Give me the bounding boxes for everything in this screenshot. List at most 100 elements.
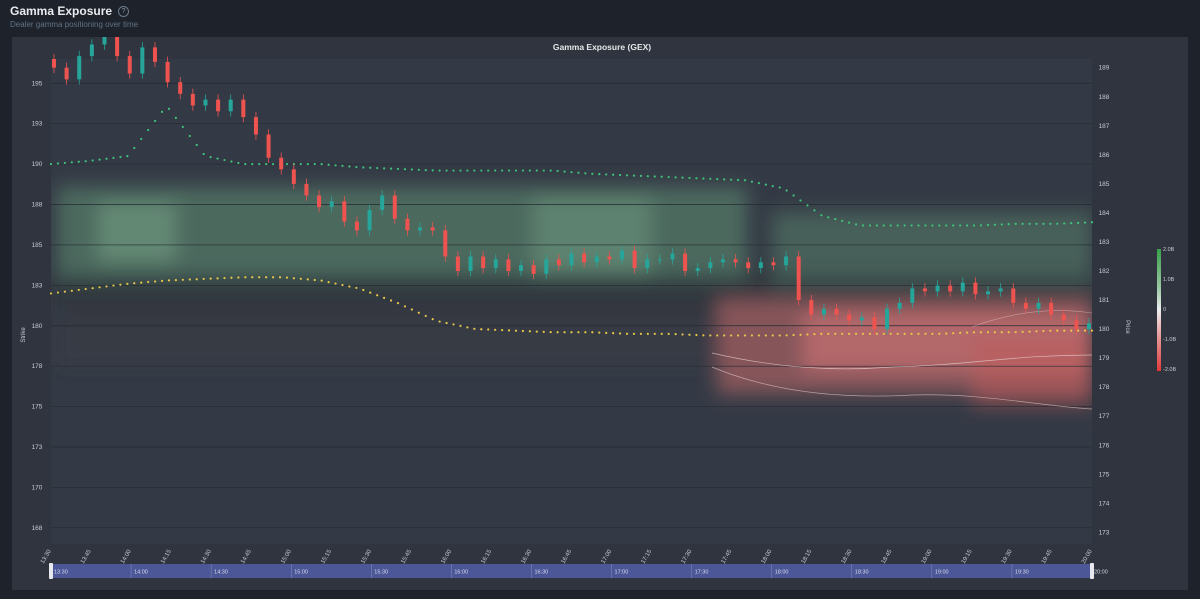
strike-tick-label: 173 [32,444,43,451]
candle-body [279,157,284,170]
question-circle-icon[interactable]: ? [118,5,130,17]
wall-dot [952,332,955,335]
time-tick-label: 19:15 [961,548,974,565]
price-tick-label: 176 [1099,442,1110,449]
wall-dot [674,333,677,336]
candle-body [784,256,789,266]
wall-lines [49,107,1094,337]
wall-dot [473,169,476,172]
candle-body [544,259,549,274]
time-tick-label: 18:15 [801,548,814,565]
wall-dot [764,183,767,186]
wall-dot [501,169,504,172]
wall-dot [1000,223,1003,226]
wall-dot [612,332,615,335]
candle-body [733,259,738,263]
wall-dot [424,314,427,318]
wall-dot [362,288,365,292]
colorbar-legend: 2.0B 1.0B 0 -1.0B -2.0B [1157,247,1176,373]
candlestick-series [52,30,1091,335]
wall-dot [938,224,941,227]
timeline-label: 18:30 [855,570,869,576]
candle-body [885,308,890,330]
strike-tick-label: 170 [32,484,43,491]
chart-title: Gamma Exposure (GEX) [553,42,651,52]
timeline-right-handle[interactable] [1090,563,1094,579]
wall-dot [334,282,337,285]
wall-dot [591,172,594,175]
wall-dot [424,168,427,172]
wall-dot [730,178,733,181]
price-tick-label: 187 [1099,123,1110,130]
wall-dot [514,329,518,332]
timeline-left-handle[interactable] [49,563,53,579]
wall-dot [56,291,60,294]
wall-dot [431,318,434,321]
strike-tick-label: 178 [32,363,43,370]
wall-dot [868,332,872,335]
wall-dot [903,332,906,335]
wall-dot [556,169,559,173]
wall-dot [688,333,691,336]
gex-chart[interactable]: Gamma Exposure (GEX) 1951931901881851831… [12,30,1188,590]
candle-body [77,56,82,80]
wall-dot [431,169,434,172]
wall-dot [632,174,636,177]
candle-body [998,288,1003,292]
wall-dot [820,332,823,335]
wall-dot [896,224,899,227]
wall-dot [362,166,365,169]
wall-dot [174,278,178,282]
candle-body [304,183,309,196]
timeline-label: 16:00 [454,570,468,576]
wall-dot [223,158,226,162]
wall-dot [695,333,698,337]
candle-body [960,282,965,292]
wall-dot [487,328,490,331]
timeline-label: 17:30 [695,570,709,576]
candle-body [468,256,473,272]
time-tick-label: 16:30 [520,548,533,565]
band-line-lower [711,366,1092,410]
wall-dot [993,331,996,334]
colorbar-label: 2.0B [1163,247,1175,253]
wall-dot [327,163,330,166]
candle-body [291,169,296,184]
wall-dot [112,156,115,159]
candle-body [632,250,637,269]
candle-body [973,282,978,295]
wall-dot [792,333,795,337]
candle-body [1036,302,1041,309]
wall-dot [1063,329,1066,332]
wall-dot [917,332,920,335]
wall-dot [438,169,441,172]
price-tick-label: 181 [1099,297,1110,304]
wall-dot [1077,329,1080,332]
wall-dot [570,171,573,174]
candle-body [64,67,69,80]
candle-body [859,317,864,321]
wall-dot [417,311,420,314]
wall-dot [979,331,983,334]
candle-body [203,99,208,106]
wall-dot [792,194,795,197]
timeline-label: 19:30 [1015,570,1029,576]
wall-dot [369,166,372,169]
wall-dot [1028,330,1031,333]
candle-body [1087,323,1091,330]
wall-dot [535,330,538,333]
candle-body [52,59,56,68]
wall-dot [972,331,976,334]
candle-body [216,99,221,112]
timeline-selection[interactable] [51,564,1092,578]
wall-dot [889,332,892,335]
candle-body [897,302,902,309]
candle-body [821,308,826,315]
wall-dot [660,332,663,335]
wall-dot [271,162,275,166]
candle-body [1023,302,1028,309]
wall-dot [181,125,184,129]
strike-tick-label: 193 [32,121,43,128]
wall-dot [542,169,545,172]
price-tick-label: 179 [1099,355,1110,362]
